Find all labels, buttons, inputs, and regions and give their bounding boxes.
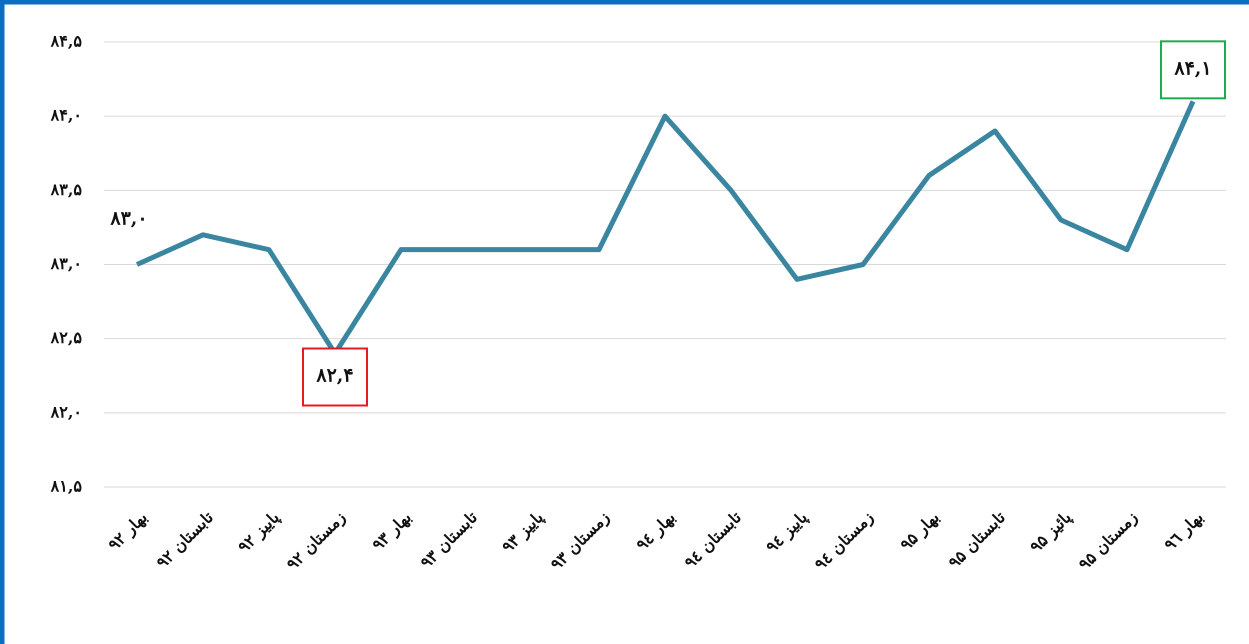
x-tick-label: پاییز ۹۳ bbox=[498, 507, 548, 557]
value-label-box bbox=[302, 347, 368, 407]
value-label: ۸۲,۴ bbox=[315, 365, 353, 387]
x-tick-label: زمستان ۹۵ bbox=[1075, 507, 1142, 574]
x-tick-label: تابستان ۹۲ bbox=[152, 507, 217, 572]
value-label: ۸۴,۱ bbox=[1173, 57, 1211, 79]
y-tick-label: ۸۴,۰ bbox=[50, 106, 82, 125]
x-tick-label: پاییز ۹۲ bbox=[234, 507, 284, 557]
x-tick-label: بهار ۹٦ bbox=[1160, 508, 1208, 556]
x-tick-label: تابستان ۹۵ bbox=[944, 507, 1009, 572]
y-tick-label: ۸۲,۵ bbox=[50, 328, 83, 347]
x-tick-label: تابستان ۹٤ bbox=[680, 507, 745, 572]
x-tick-label: زمستان ۹٤ bbox=[811, 507, 878, 574]
x-tick-label: زمستان ۹۳ bbox=[547, 507, 614, 574]
x-tick-label: بهار ۹۲ bbox=[104, 508, 152, 556]
value-label: ۸۳,۰ bbox=[109, 208, 147, 230]
y-tick-label: ۸۲,۰ bbox=[50, 402, 82, 421]
y-tick-label: ۸۴,۵ bbox=[50, 32, 83, 51]
y-tick-label: ۸۱,۵ bbox=[50, 477, 83, 496]
line-series bbox=[135, 100, 1196, 356]
y-tick-label: ۸۳,۰ bbox=[50, 254, 82, 273]
x-tick-label: پائیز ۹۵ bbox=[1026, 507, 1076, 557]
x-tick-label: بهار ۹۵ bbox=[896, 508, 944, 556]
x-tick-label: پاییز ۹٤ bbox=[762, 507, 812, 557]
x-tick-label: بهار ۹۳ bbox=[368, 508, 416, 556]
x-tick-label: زمستان ۹۲ bbox=[283, 507, 350, 574]
x-tick-label: بهار ۹٤ bbox=[632, 508, 680, 556]
x-tick-label: تابستان ۹۳ bbox=[416, 507, 481, 572]
y-tick-label: ۸۳,۵ bbox=[50, 180, 83, 199]
value-label-box bbox=[1160, 40, 1226, 100]
